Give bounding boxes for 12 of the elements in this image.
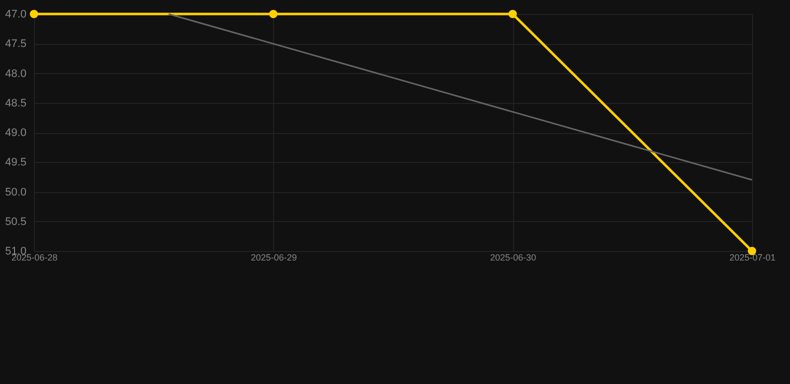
- x-tick-label: 2025-06-29: [250, 252, 297, 262]
- y-tick-label: 50.0: [5, 186, 26, 198]
- y-tick-label: 49.5: [5, 156, 26, 169]
- y-tick-label: 48.0: [5, 68, 26, 80]
- y-tick-label: 50.5: [5, 216, 26, 228]
- y-tick-label: 48.5: [5, 97, 26, 110]
- x-tick-label: 2025-07-01: [729, 252, 776, 262]
- y-tick-label: 47.0: [5, 8, 26, 20]
- x-tick-label: 2025-06-30: [490, 252, 536, 262]
- y-tick-label: 49.0: [5, 127, 26, 139]
- y-tick-label: 47.5: [5, 38, 26, 50]
- x-tick-label: 2025-06-28: [11, 252, 58, 262]
